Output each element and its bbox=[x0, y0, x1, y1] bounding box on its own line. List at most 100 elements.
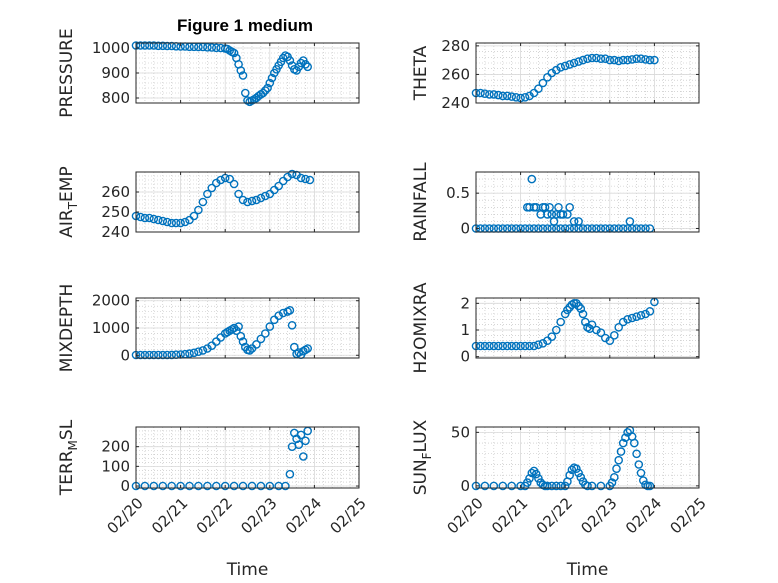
data-point bbox=[556, 63, 566, 72]
data-point bbox=[630, 438, 639, 448]
data-series bbox=[131, 41, 313, 107]
data-point bbox=[140, 213, 150, 223]
axes-frame bbox=[135, 426, 360, 489]
data-point bbox=[565, 60, 575, 69]
data-point bbox=[260, 191, 270, 201]
data-point bbox=[252, 195, 261, 205]
y-tick-label: 260 bbox=[101, 183, 130, 201]
data-point bbox=[558, 210, 568, 219]
data-point bbox=[167, 41, 176, 51]
data-point bbox=[265, 481, 275, 491]
y-tick-label: 1000 bbox=[92, 39, 130, 57]
data-point bbox=[287, 169, 297, 179]
subplot-air-temp: 240 250 260 AIRTEMP bbox=[57, 166, 360, 241]
data-point bbox=[632, 54, 641, 64]
data-point bbox=[614, 56, 624, 66]
data-point bbox=[507, 92, 517, 101]
y-axis-label: MIXDEPTH bbox=[57, 284, 77, 373]
data-point bbox=[189, 348, 199, 358]
data-point bbox=[225, 174, 234, 184]
data-point bbox=[641, 55, 650, 64]
data-point bbox=[256, 193, 266, 203]
data-point bbox=[516, 341, 525, 351]
data-point bbox=[185, 481, 194, 491]
data-point bbox=[534, 474, 543, 483]
data-point bbox=[576, 472, 586, 482]
axes-frame bbox=[135, 171, 360, 233]
data-point bbox=[167, 481, 176, 491]
data-point bbox=[645, 55, 655, 65]
data-point bbox=[301, 60, 310, 69]
y-tick-label: 250 bbox=[101, 203, 130, 221]
y-axis-label: SUNFLUX bbox=[411, 419, 434, 495]
data-point bbox=[645, 306, 655, 316]
data-point bbox=[194, 347, 203, 357]
data-point bbox=[247, 196, 257, 206]
x-tick-label: 02/25 bbox=[667, 494, 710, 537]
data-point bbox=[203, 189, 212, 199]
data-point bbox=[563, 305, 572, 315]
plot-area bbox=[476, 427, 699, 488]
x-tick-label: 02/20 bbox=[104, 494, 147, 537]
data-point bbox=[281, 481, 290, 491]
data-point bbox=[247, 481, 257, 491]
data-series bbox=[131, 426, 313, 491]
data-point bbox=[607, 478, 617, 487]
y-axis-label: TERRMSL bbox=[57, 419, 80, 496]
y-tick-label: 1000 bbox=[92, 319, 130, 337]
x-tick-label: 02/22 bbox=[533, 494, 576, 537]
data-point bbox=[301, 436, 310, 446]
y-tick-label: 0 bbox=[460, 477, 470, 495]
data-point bbox=[639, 476, 648, 485]
data-point bbox=[645, 481, 655, 491]
data-point bbox=[480, 481, 490, 491]
data-point bbox=[260, 86, 270, 95]
subplot-sun-flux: 0 50 SUNFLUX 02/20 02/21 02/22 02/23 02/24 02/25… bbox=[411, 419, 710, 580]
data-point bbox=[234, 189, 243, 199]
y-tick-label: 240 bbox=[441, 94, 470, 112]
data-point bbox=[476, 341, 485, 351]
data-point bbox=[587, 320, 597, 330]
data-point bbox=[525, 341, 534, 351]
data-point bbox=[502, 91, 512, 101]
subplot-pressure: 800 900 1000 PRESSURE bbox=[57, 28, 360, 118]
data-point bbox=[614, 455, 624, 465]
data-point bbox=[140, 481, 150, 491]
data-point bbox=[149, 350, 159, 360]
data-point bbox=[203, 43, 212, 52]
data-point bbox=[489, 481, 499, 491]
data-point bbox=[140, 41, 150, 50]
data-point bbox=[565, 470, 575, 480]
data-point bbox=[511, 341, 521, 351]
data-point bbox=[274, 181, 284, 191]
data-point bbox=[176, 481, 185, 491]
y-tick-label: 240 bbox=[101, 223, 130, 241]
data-point bbox=[498, 341, 508, 351]
y-tick-label: 1 bbox=[460, 321, 470, 339]
figure-title: Figure 1 medium bbox=[177, 16, 313, 35]
data-point bbox=[149, 214, 159, 224]
data-point bbox=[529, 341, 539, 351]
data-point bbox=[203, 344, 212, 353]
data-point bbox=[556, 317, 566, 327]
data-point bbox=[493, 341, 503, 351]
x-tick-label: 02/21 bbox=[488, 494, 531, 537]
y-tick-label: 260 bbox=[441, 65, 470, 83]
subplot-mixdepth: 0 1000 2000 MIXDEPTH bbox=[57, 284, 360, 373]
data-point bbox=[560, 61, 570, 71]
data-point bbox=[229, 323, 239, 333]
y-tick-label: 2000 bbox=[92, 292, 130, 310]
x-tick-label: 02/23 bbox=[237, 494, 280, 537]
data-point bbox=[636, 310, 646, 320]
data-point bbox=[556, 481, 566, 491]
data-point bbox=[238, 337, 248, 346]
data-series bbox=[471, 297, 659, 351]
axes-frame bbox=[475, 426, 700, 489]
data-point bbox=[610, 472, 619, 482]
data-point bbox=[485, 341, 494, 351]
y-tick-label: 2 bbox=[460, 294, 470, 312]
data-point bbox=[153, 350, 163, 360]
data-point bbox=[303, 344, 313, 353]
axes-frame bbox=[475, 171, 700, 233]
